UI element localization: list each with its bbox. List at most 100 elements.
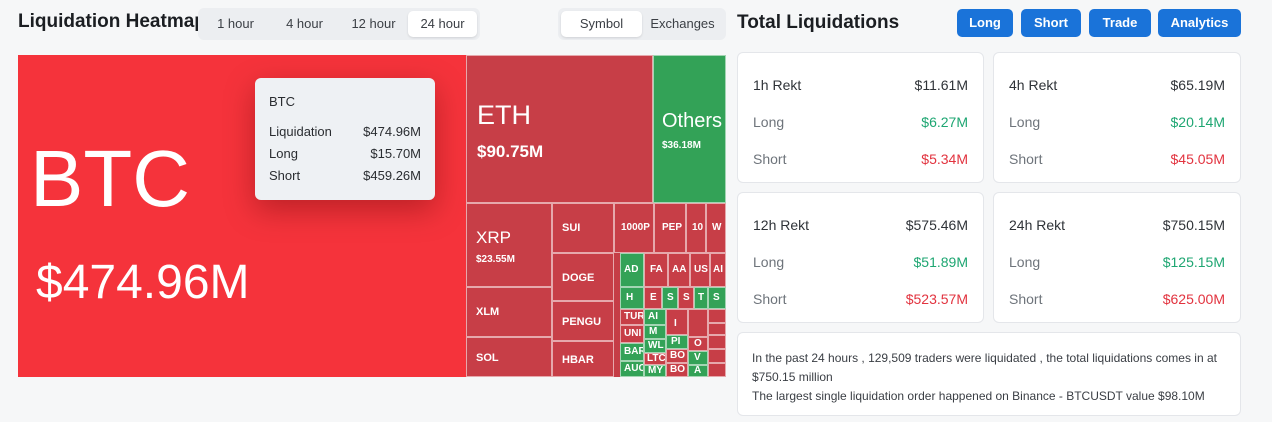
- tile-symbol: DOGE: [562, 272, 595, 284]
- heatmap-tile-small-a[interactable]: [688, 309, 708, 337]
- heatmap-tile-xrp[interactable]: XRP $23.55M: [466, 203, 552, 287]
- long-value: $51.89M: [913, 254, 968, 270]
- heatmap-tile-w[interactable]: W: [706, 203, 726, 253]
- tile-symbol: Others: [662, 110, 723, 132]
- tile-symbol: S: [713, 292, 720, 303]
- short-label: Short: [1009, 151, 1043, 167]
- heatmap-tile-ltc[interactable]: LTC: [644, 353, 666, 365]
- heatmap-tile-v[interactable]: V: [688, 351, 708, 365]
- heatmap-tile-xlm[interactable]: XLM: [466, 287, 552, 337]
- heatmap-tile-ai2[interactable]: AI: [644, 309, 666, 325]
- tile-symbol: BAR: [624, 346, 644, 357]
- heatmap-tile-small-e[interactable]: [708, 349, 726, 363]
- heatmap-tile-eth[interactable]: ETH $90.75M: [466, 55, 653, 203]
- tooltip-label: Long: [269, 146, 298, 161]
- card-total: $575.46M: [905, 217, 968, 233]
- heatmap-tile-m[interactable]: M: [644, 325, 666, 339]
- tile-symbol: WL: [648, 340, 664, 351]
- tile-symbol: E: [650, 292, 657, 303]
- heatmap-tile-others[interactable]: Others $36.18M: [653, 55, 726, 203]
- heatmap-tile-bar[interactable]: BAR: [620, 343, 644, 361]
- heatmap-tile-us[interactable]: US: [690, 253, 710, 287]
- tile-symbol: BTC: [30, 134, 190, 223]
- timeframe-4h-option[interactable]: 4 hour: [286, 16, 323, 31]
- heatmap-tile-small-f[interactable]: [708, 363, 726, 377]
- heatmap-tile-aa[interactable]: AA: [668, 253, 690, 287]
- long-button[interactable]: Long: [957, 9, 1013, 37]
- heatmap-tile-t[interactable]: T: [694, 287, 708, 309]
- tile-value: $36.18M: [662, 140, 701, 151]
- tile-value: $474.96M: [36, 256, 250, 309]
- heatmap-tile-pengu[interactable]: PENGU: [552, 301, 614, 341]
- heatmap-tile-small-c[interactable]: [708, 323, 726, 335]
- tile-symbol: O: [694, 338, 702, 349]
- tooltip-label: Liquidation: [269, 124, 332, 139]
- heatmap-tile-tur[interactable]: TUR: [620, 309, 644, 325]
- card-label: 12h Rekt: [753, 217, 810, 233]
- heatmap-tile-doge[interactable]: DOGE: [552, 253, 614, 301]
- timeframe-12h-option[interactable]: 12 hour: [351, 16, 396, 31]
- heatmap-tile-uni[interactable]: UNI: [620, 325, 644, 343]
- timeframe-1h-option[interactable]: 1 hour: [217, 16, 254, 31]
- heatmap-tile-my[interactable]: MY: [644, 365, 666, 377]
- tile-symbol: S: [667, 292, 674, 303]
- analytics-button[interactable]: Analytics: [1158, 9, 1241, 37]
- tooltip-row-long: Long $15.70M: [269, 146, 421, 161]
- heatmap-tile-wl[interactable]: WL: [644, 339, 666, 353]
- timeframe-24h-option[interactable]: 24 hour: [408, 11, 477, 37]
- heatmap-tile-sol[interactable]: SOL: [466, 337, 552, 377]
- card-total: $65.19M: [1170, 77, 1225, 93]
- heatmap-tile-pep[interactable]: PEP: [654, 203, 686, 253]
- heatmap-tile-small-d[interactable]: [708, 335, 726, 349]
- long-label: Long: [753, 254, 785, 270]
- heatmap-tile-sui[interactable]: SUI: [552, 203, 614, 253]
- trade-button[interactable]: Trade: [1089, 9, 1151, 37]
- tile-value: $90.75M: [477, 142, 544, 161]
- rekt-card-1h: 1h Rekt $11.61M Long $6.27M Short $5.34M: [737, 52, 984, 183]
- tile-symbol: M: [649, 326, 658, 337]
- group-by-selector: Symbol Exchanges: [558, 8, 726, 40]
- heatmap-tile-ai[interactable]: AI: [710, 253, 726, 287]
- total-liquidations-title: Total Liquidations: [737, 12, 900, 33]
- tile-symbol: UNI: [624, 328, 642, 339]
- tile-symbol: S: [683, 292, 690, 303]
- heatmap-tile-e[interactable]: E: [644, 287, 662, 309]
- group-exchanges-option[interactable]: Exchanges: [650, 16, 715, 31]
- rekt-card-24h: 24h Rekt $750.15M Long $125.15M Short $625.…: [993, 192, 1241, 323]
- heatmap-tile-s1[interactable]: S: [662, 287, 678, 309]
- tile-symbol: BO: [670, 364, 685, 375]
- heatmap-tile-s2[interactable]: S: [678, 287, 694, 309]
- short-button[interactable]: Short: [1021, 9, 1081, 37]
- heatmap-tile-hbar[interactable]: HBAR: [552, 341, 614, 377]
- heatmap-tile-1000p[interactable]: 1000P: [614, 203, 654, 253]
- heatmap-tile-ad[interactable]: AD: [620, 253, 644, 287]
- heatmap-tile-10[interactable]: 10: [686, 203, 706, 253]
- short-value: $625.00M: [1162, 291, 1225, 307]
- heatmap-tile-auc[interactable]: AUC: [620, 361, 644, 377]
- heatmap-tile-a[interactable]: A: [688, 365, 708, 377]
- tile-symbol: AI: [713, 264, 723, 275]
- heatmap-tile-small-b[interactable]: [708, 309, 726, 323]
- tile-symbol: H: [626, 292, 634, 303]
- tile-value: $23.55M: [476, 254, 515, 265]
- liquidation-summary: In the past 24 hours , 129,509 traders w…: [737, 332, 1241, 416]
- group-symbol-option[interactable]: Symbol: [561, 11, 642, 37]
- card-total: $750.15M: [1162, 217, 1225, 233]
- rekt-card-4h: 4h Rekt $65.19M Long $20.14M Short $45.05M: [993, 52, 1241, 183]
- tile-symbol: AUC: [624, 363, 644, 374]
- tile-symbol: AI: [648, 311, 658, 322]
- heatmap-tile-i[interactable]: I: [666, 309, 688, 335]
- long-value: $125.15M: [1162, 254, 1225, 270]
- long-label: Long: [753, 114, 785, 130]
- heatmap-tile-fa[interactable]: FA: [644, 253, 668, 287]
- heatmap-tile-h[interactable]: H: [620, 287, 644, 309]
- tile-symbol: HBAR: [562, 354, 594, 366]
- tile-symbol: BO: [670, 350, 685, 361]
- timeframe-selector: 1 hour 4 hour 12 hour 24 hour: [198, 8, 480, 40]
- long-value: $6.27M: [921, 114, 968, 130]
- heatmap-tile-bo2[interactable]: BO: [666, 363, 688, 377]
- heatmap-tile-o[interactable]: O: [688, 337, 708, 351]
- heatmap-tile-bo1[interactable]: BO: [666, 349, 688, 363]
- heatmap-tile-pi[interactable]: PI: [666, 335, 688, 349]
- heatmap-tile-s3[interactable]: S: [708, 287, 726, 309]
